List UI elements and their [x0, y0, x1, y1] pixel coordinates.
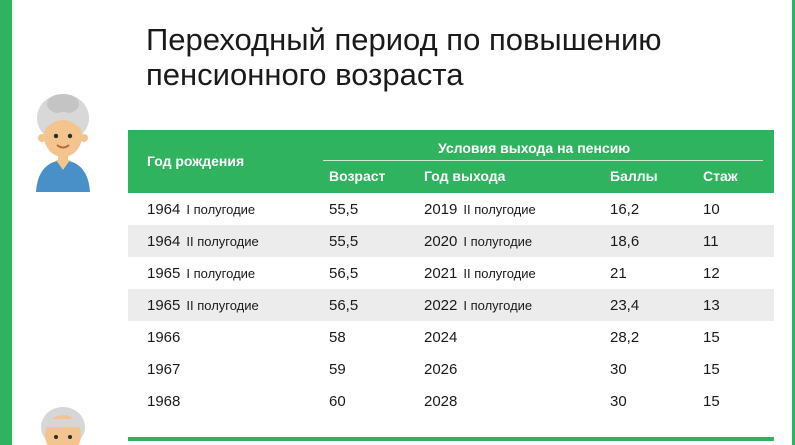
- cell-experience: 10: [703, 201, 720, 218]
- cell-exit: 2021 II полугодие: [424, 265, 536, 282]
- cell-exit: 2028: [424, 393, 458, 410]
- grandmother-icon: [28, 92, 98, 192]
- header-experience: Стаж: [703, 168, 738, 184]
- table-row: 1965 I полугодие 56,5 2021 II полугодие 21…: [128, 257, 774, 289]
- cell-experience: 13: [703, 297, 720, 314]
- cell-experience: 15: [703, 329, 720, 346]
- cell-age: 59: [329, 361, 346, 378]
- cell-age: 55,5: [329, 233, 359, 250]
- cell-points: 30: [610, 393, 627, 410]
- cell-points: 18,6: [610, 233, 640, 250]
- header-conditions: Условия выхода на пенсию: [438, 140, 631, 156]
- cell-birth: 1968: [147, 393, 181, 410]
- cell-birth: 1965 II полугодие: [147, 297, 259, 314]
- pension-table: Год рождения Условия выхода на пенсию Во…: [128, 130, 774, 417]
- cell-age: 55,5: [329, 201, 359, 218]
- cell-age: 56,5: [329, 265, 359, 282]
- cell-exit: 2026: [424, 361, 458, 378]
- cell-exit: 2022 I полугодие: [424, 297, 533, 314]
- cell-age: 58: [329, 329, 346, 346]
- bottom-divider: [128, 437, 774, 441]
- grandfather-icon: [32, 405, 94, 445]
- cell-points: 28,2: [610, 329, 640, 346]
- cell-birth: 1965 I полугодие: [147, 265, 256, 282]
- cell-points: 23,4: [610, 297, 640, 314]
- cell-birth: 1964 II полугодие: [147, 233, 259, 250]
- left-border: [0, 0, 12, 445]
- table-row: 1964 I полугодие 55,5 2019 II полугодие 16…: [128, 193, 774, 225]
- cell-birth: 1964 I полугодие: [147, 201, 256, 218]
- cell-age: 56,5: [329, 297, 359, 314]
- table-row: 1965 II полугодие 56,5 2022 I полугодие 23…: [128, 289, 774, 321]
- header-birth-year: Год рождения: [147, 153, 245, 169]
- header-exit-year: Год выхода: [424, 168, 506, 184]
- table-row: 1967 59 2026 30 15: [128, 353, 774, 385]
- cell-experience: 12: [703, 265, 720, 282]
- header-age: Возраст: [329, 168, 386, 184]
- left-border-inner: [12, 0, 14, 445]
- header-divider: [323, 160, 763, 161]
- cell-points: 30: [610, 361, 627, 378]
- cell-birth: 1966: [147, 329, 181, 346]
- table-row: 1966 58 2024 28,2 15: [128, 321, 774, 353]
- cell-experience: 15: [703, 393, 720, 410]
- cell-experience: 11: [703, 233, 719, 250]
- page-title: Переходный период по повышению пенсионно…: [146, 22, 662, 92]
- table-row: 1968 60 2028 30 15: [128, 385, 774, 417]
- right-border: [792, 0, 795, 445]
- cell-points: 21: [610, 265, 627, 282]
- cell-points: 16,2: [610, 201, 640, 218]
- cell-exit: 2019 II полугодие: [424, 201, 536, 218]
- table-row: 1964 II полугодие 55,5 2020 I полугодие 18…: [128, 225, 774, 257]
- cell-age: 60: [329, 393, 346, 410]
- cell-experience: 15: [703, 361, 720, 378]
- table-header: Год рождения Условия выхода на пенсию Во…: [128, 130, 774, 193]
- cell-exit: 2024: [424, 329, 458, 346]
- cell-exit: 2020 I полугодие: [424, 233, 533, 250]
- header-points: Баллы: [610, 168, 658, 184]
- cell-birth: 1967: [147, 361, 181, 378]
